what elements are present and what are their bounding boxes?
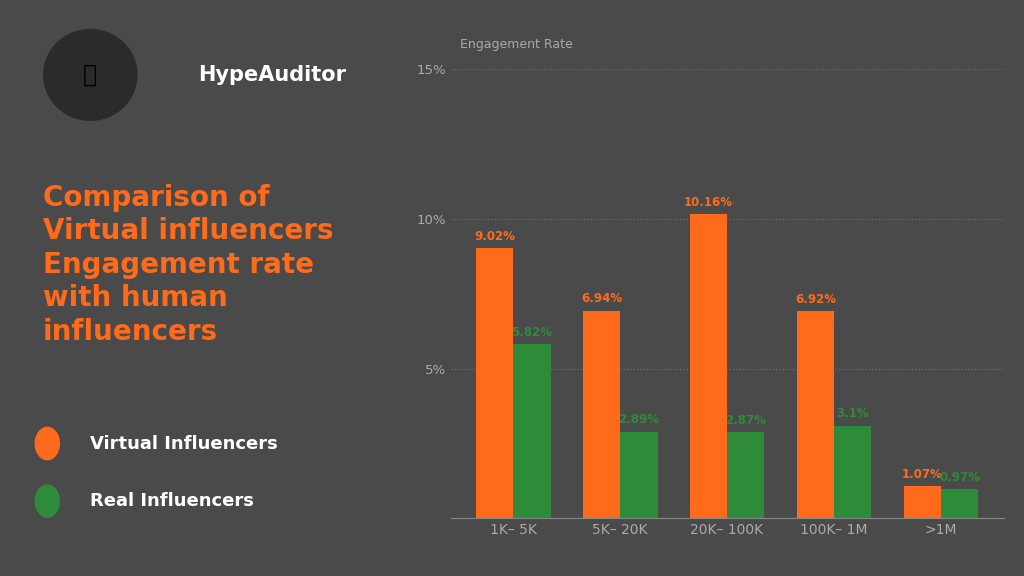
- Circle shape: [35, 485, 59, 517]
- Text: 5.82%: 5.82%: [511, 325, 552, 339]
- Ellipse shape: [43, 29, 137, 121]
- Bar: [941, 490, 978, 518]
- Text: 🔥: 🔥: [83, 63, 97, 87]
- Text: 6.94%: 6.94%: [581, 292, 622, 305]
- Text: Virtual Influencers: Virtual Influencers: [90, 434, 279, 453]
- Bar: [583, 310, 621, 518]
- Bar: [797, 311, 834, 518]
- Text: 3.1%: 3.1%: [837, 407, 869, 420]
- Text: Real Influencers: Real Influencers: [90, 492, 254, 510]
- Text: Comparison of
Virtual influencers
Engagement rate
with human
influencers: Comparison of Virtual influencers Engage…: [43, 184, 334, 346]
- Text: Engagement Rate: Engagement Rate: [460, 38, 572, 51]
- Bar: [476, 248, 513, 518]
- Text: 9.02%: 9.02%: [474, 230, 515, 243]
- Text: HypeAuditor: HypeAuditor: [198, 65, 346, 85]
- Bar: [621, 432, 657, 518]
- Text: 2.89%: 2.89%: [618, 414, 659, 426]
- Bar: [727, 433, 765, 518]
- Text: 10.16%: 10.16%: [684, 196, 733, 209]
- Bar: [903, 486, 941, 518]
- Text: 2.87%: 2.87%: [725, 414, 766, 427]
- Bar: [834, 426, 871, 518]
- Circle shape: [35, 427, 59, 460]
- Bar: [689, 214, 727, 518]
- Bar: [513, 344, 551, 518]
- Text: 6.92%: 6.92%: [795, 293, 836, 306]
- Text: 0.97%: 0.97%: [939, 471, 980, 484]
- Text: 1.07%: 1.07%: [902, 468, 943, 481]
